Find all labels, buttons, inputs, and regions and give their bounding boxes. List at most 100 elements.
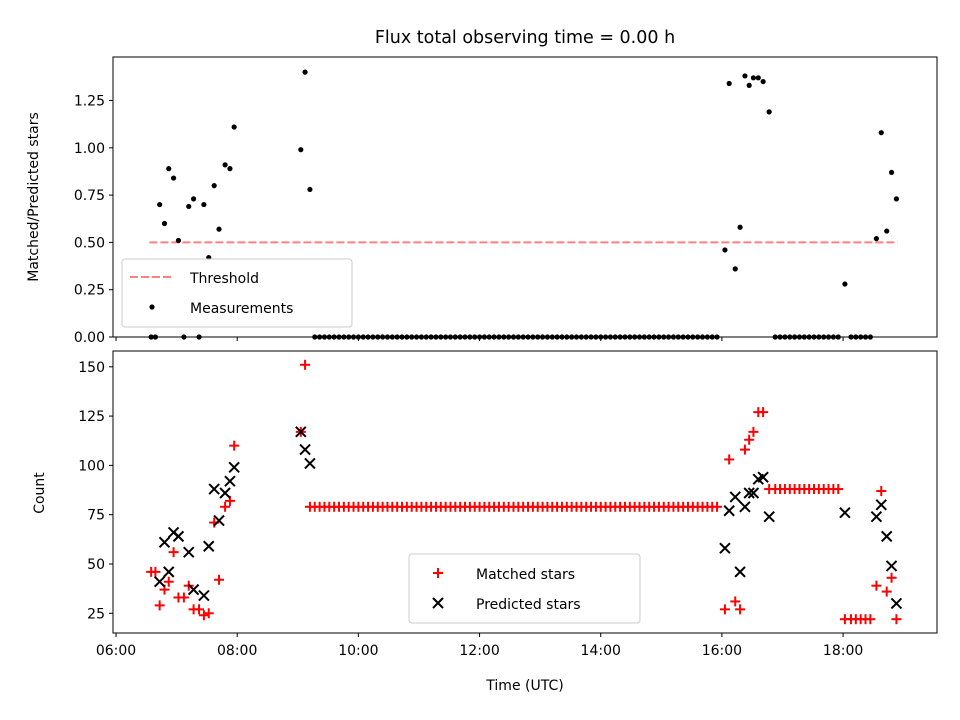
matched-star-point bbox=[735, 604, 746, 615]
measurement-point bbox=[231, 124, 237, 130]
x-tick-label: 16:00 bbox=[702, 643, 742, 659]
x-tick-label: 06:00 bbox=[96, 643, 136, 659]
matched-star-point bbox=[748, 426, 759, 437]
y-tick-label: 50 bbox=[87, 557, 105, 573]
matched-star-point bbox=[739, 444, 750, 455]
x-tick-label: 18:00 bbox=[823, 643, 863, 659]
matched-star-point bbox=[229, 440, 240, 451]
top-legend-box bbox=[121, 258, 353, 328]
predicted-star-point bbox=[881, 530, 893, 543]
matched-star-point bbox=[730, 596, 741, 607]
matched-star-point bbox=[214, 574, 225, 585]
measurement-point bbox=[216, 226, 222, 232]
y-tick-label: 1.25 bbox=[74, 94, 105, 110]
predicted-star-point bbox=[208, 483, 220, 495]
top-y-ticks: 0.00 0.25 0.50 0.75 1.00 1.25 bbox=[74, 94, 113, 346]
matched-star-point bbox=[833, 484, 844, 495]
matched-star-point bbox=[891, 614, 902, 625]
matched-star-point bbox=[168, 547, 179, 558]
measurement-point bbox=[722, 247, 728, 253]
measurement-point bbox=[190, 196, 197, 202]
measurement-point bbox=[166, 166, 172, 172]
y-tick-label: 0.75 bbox=[74, 188, 105, 204]
predicted-star-point bbox=[183, 546, 195, 558]
predicted-star-point bbox=[163, 566, 175, 578]
measurement-point bbox=[186, 203, 192, 210]
predicted-star-point bbox=[219, 487, 231, 499]
matched-star-point bbox=[150, 566, 161, 577]
bottom-data-marks bbox=[146, 359, 903, 625]
y-tick-label: 150 bbox=[78, 360, 105, 376]
measurement-point bbox=[307, 186, 313, 193]
measurement-point bbox=[726, 80, 732, 87]
y-tick-label: 25 bbox=[87, 606, 105, 622]
measurement-point bbox=[298, 147, 304, 153]
measurement-point bbox=[157, 201, 163, 208]
matched-star-point bbox=[154, 600, 165, 611]
predicted-star-point bbox=[743, 487, 755, 499]
x-tick-label: 08:00 bbox=[217, 643, 257, 659]
top-y-axis-label: Matched/Predicted stars bbox=[26, 112, 42, 282]
y-tick-label: 0.25 bbox=[74, 283, 105, 299]
measurement-point bbox=[737, 224, 743, 230]
matched-star-point bbox=[198, 610, 209, 621]
predicted-star-point bbox=[719, 542, 731, 554]
predicted-star-point bbox=[885, 560, 898, 572]
measurement-point bbox=[884, 228, 890, 234]
legend-matched-swatch bbox=[433, 568, 443, 578]
measurement-point bbox=[750, 75, 757, 81]
measurement-point bbox=[873, 236, 880, 242]
predicted-star-point bbox=[203, 540, 215, 552]
legend-matched-label: Matched stars bbox=[476, 567, 575, 583]
y-tick-label: 100 bbox=[78, 458, 105, 474]
legend-threshold-label: Threshold bbox=[189, 271, 259, 287]
predicted-star-point bbox=[729, 491, 741, 503]
legend-predicted-swatch bbox=[432, 597, 444, 609]
predicted-star-point bbox=[153, 576, 166, 588]
x-tick-label: 10:00 bbox=[338, 643, 378, 659]
measurement-point bbox=[201, 201, 207, 208]
measurement-point bbox=[732, 266, 738, 272]
bottom-legend-box bbox=[408, 553, 641, 624]
matched-star-point bbox=[719, 604, 730, 615]
matched-star-point bbox=[220, 501, 231, 512]
matched-star-point bbox=[163, 576, 174, 587]
measurement-point bbox=[227, 166, 233, 172]
predicted-star-point bbox=[228, 461, 240, 474]
matched-star-point bbox=[758, 407, 769, 418]
chart-title: Flux total observing time = 0.00 h bbox=[375, 28, 675, 48]
matched-star-point bbox=[886, 572, 897, 583]
predicted-star-point bbox=[187, 583, 200, 596]
matched-star-point bbox=[194, 604, 205, 615]
predicted-star-point bbox=[213, 514, 225, 527]
x-tick-label: 12:00 bbox=[459, 643, 499, 659]
measurement-point bbox=[742, 73, 748, 79]
top-axes-frame bbox=[112, 56, 938, 338]
predicted-star-point bbox=[304, 457, 316, 470]
predicted-star-point bbox=[890, 597, 903, 610]
measurement-point bbox=[222, 162, 228, 168]
measurement-point bbox=[878, 130, 884, 136]
bottom-axes-frame bbox=[112, 350, 938, 634]
measurement-point bbox=[175, 237, 182, 244]
predicted-star-point bbox=[734, 566, 746, 578]
top-x-ticks bbox=[115, 337, 844, 341]
predicted-star-point bbox=[870, 510, 883, 523]
legend-measurements-label: Measurements bbox=[190, 301, 293, 317]
matched-star-point bbox=[724, 454, 735, 465]
predicted-star-point bbox=[723, 505, 735, 517]
predicted-star-point bbox=[224, 475, 236, 487]
measurement-point bbox=[302, 69, 308, 75]
matched-star-point bbox=[865, 614, 876, 625]
bottom-y-ticks: 25 50 75 100 125 150 bbox=[78, 360, 113, 622]
measurement-point bbox=[842, 281, 848, 287]
top-legend: Threshold Measurements bbox=[121, 258, 353, 328]
y-tick-label: 1.00 bbox=[74, 141, 105, 157]
matched-star-point bbox=[871, 580, 882, 591]
bottom-legend: Matched stars Predicted stars bbox=[408, 553, 641, 624]
y-tick-label: 0.50 bbox=[74, 235, 105, 251]
matched-star-point bbox=[712, 501, 723, 512]
matched-star-point bbox=[744, 434, 755, 445]
y-tick-label: 75 bbox=[87, 508, 105, 524]
